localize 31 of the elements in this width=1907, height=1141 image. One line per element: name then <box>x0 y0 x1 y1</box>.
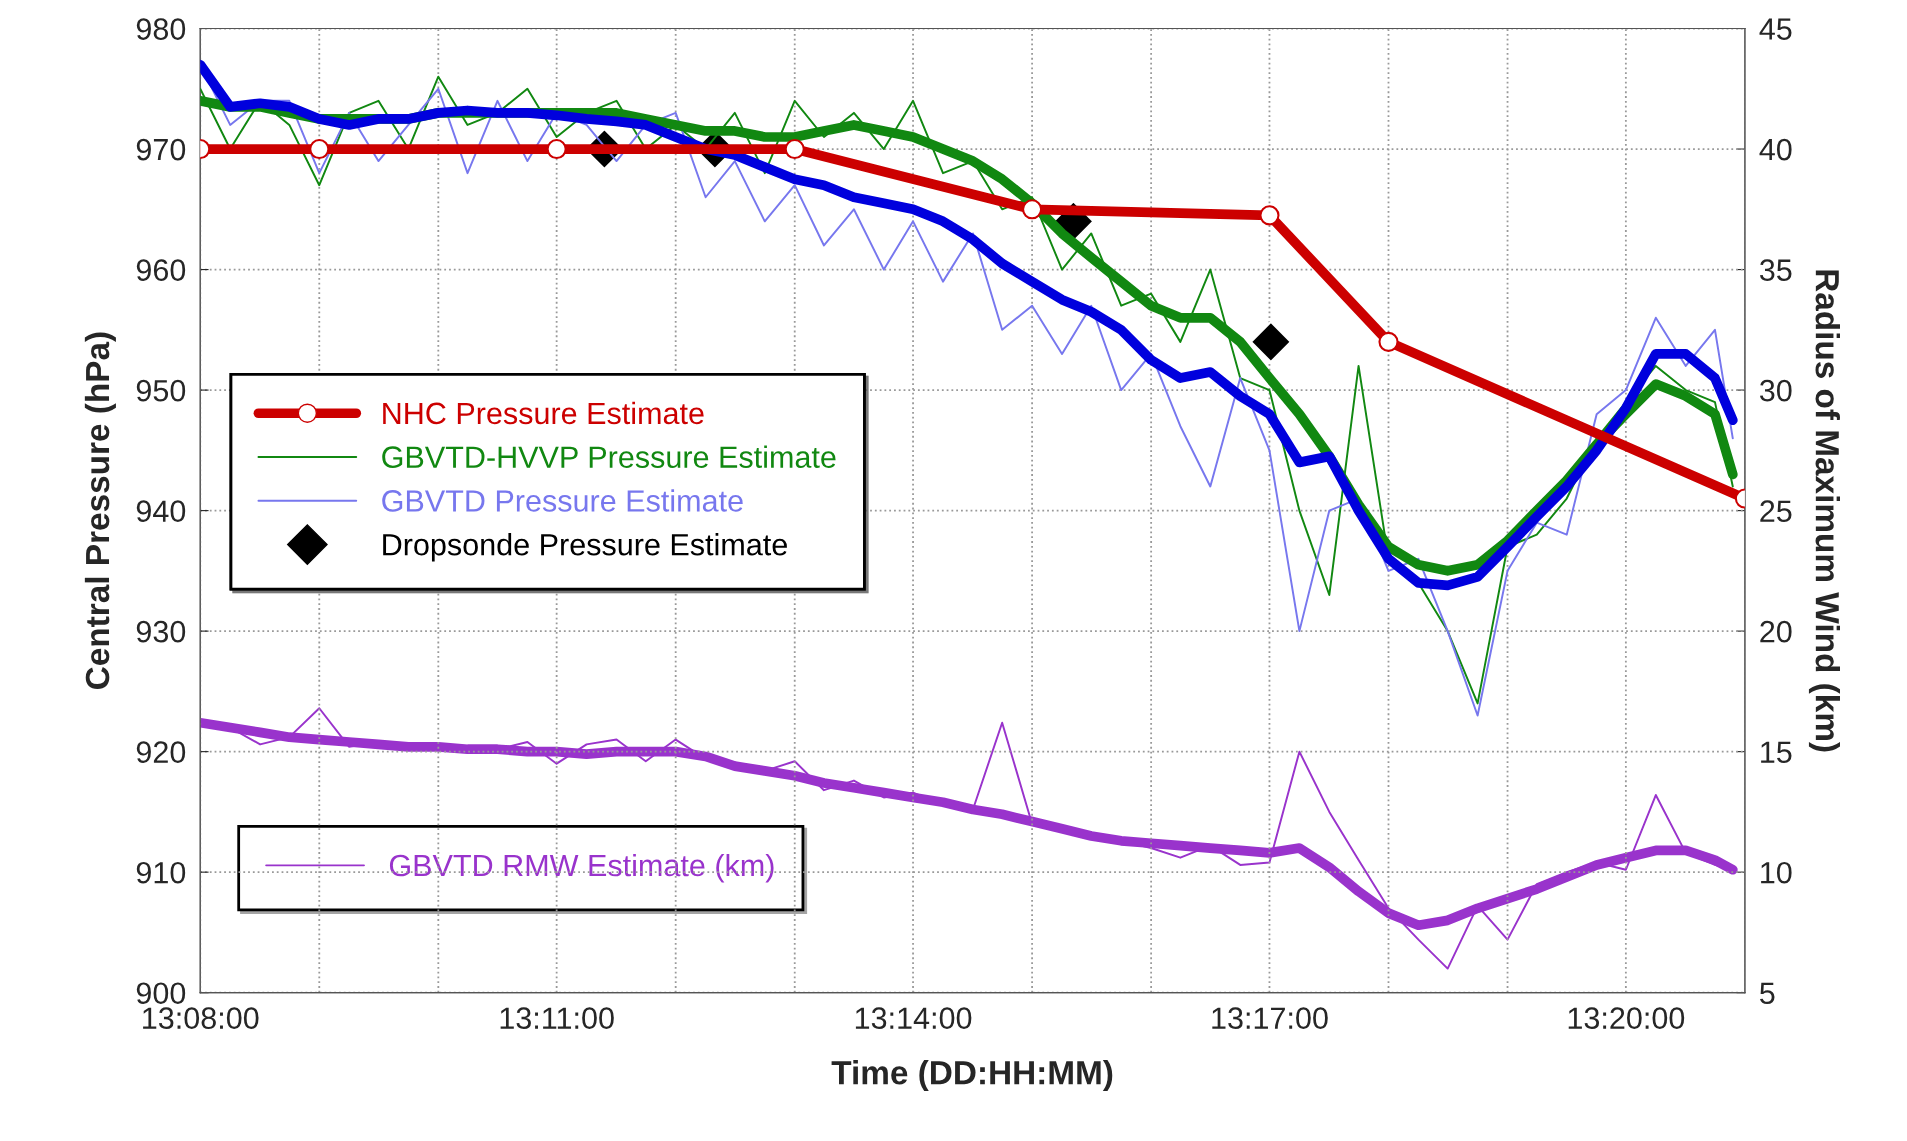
y-tick-label: 980 <box>136 18 186 40</box>
y2-tick-label: 5 <box>1760 982 1775 1005</box>
y2-tick-label: 40 <box>1759 138 1792 161</box>
y-tick-label: 910 <box>136 861 186 884</box>
y2-axis-title: Radius of Maximum Wind (km) <box>1808 270 1840 752</box>
y-tick-label: 940 <box>136 500 186 522</box>
y2-tick-label: 35 <box>1759 259 1792 281</box>
y-axis-title: Central Pressure (hPa) <box>84 332 116 689</box>
legend-label: GBVTD-HVVP Pressure Estimate <box>382 445 836 468</box>
x-tick-label: 13:14:00 <box>855 1007 972 1029</box>
legend-label: GBVTD RMW Estimate (km) <box>389 853 774 883</box>
legend-label: Dropsonde Pressure Estimate <box>383 533 787 562</box>
y-tick-label: 930 <box>136 620 186 643</box>
x-tick-label: 13:11:00 <box>500 1007 614 1029</box>
y2-tick-label: 45 <box>1759 18 1792 40</box>
legend-label: GBVTD Pressure Estimate <box>382 489 743 512</box>
x-tick-label: 13:08:00 <box>143 1007 259 1029</box>
y-tick-label: 950 <box>136 379 186 402</box>
y-tick-label: 920 <box>136 741 186 764</box>
y2-tick-label: 10 <box>1761 861 1792 884</box>
y-tick-label: 960 <box>136 259 186 281</box>
y-tick-label: 900 <box>136 982 186 1005</box>
x-axis-title: Time (DD:HH:MM) <box>831 1060 1113 1092</box>
y2-tick-label: 15 <box>1761 741 1792 764</box>
y2-tick-label: 30 <box>1759 379 1792 402</box>
x-tick-label: 13:20:00 <box>1568 1007 1685 1029</box>
y-tick-label: 970 <box>136 138 186 161</box>
x-tick-label: 13:17:00 <box>1212 1007 1328 1029</box>
legend-label: NHC Pressure Estimate <box>383 401 704 425</box>
y2-tick-label: 25 <box>1760 500 1792 522</box>
y2-tick-label: 20 <box>1760 620 1792 643</box>
